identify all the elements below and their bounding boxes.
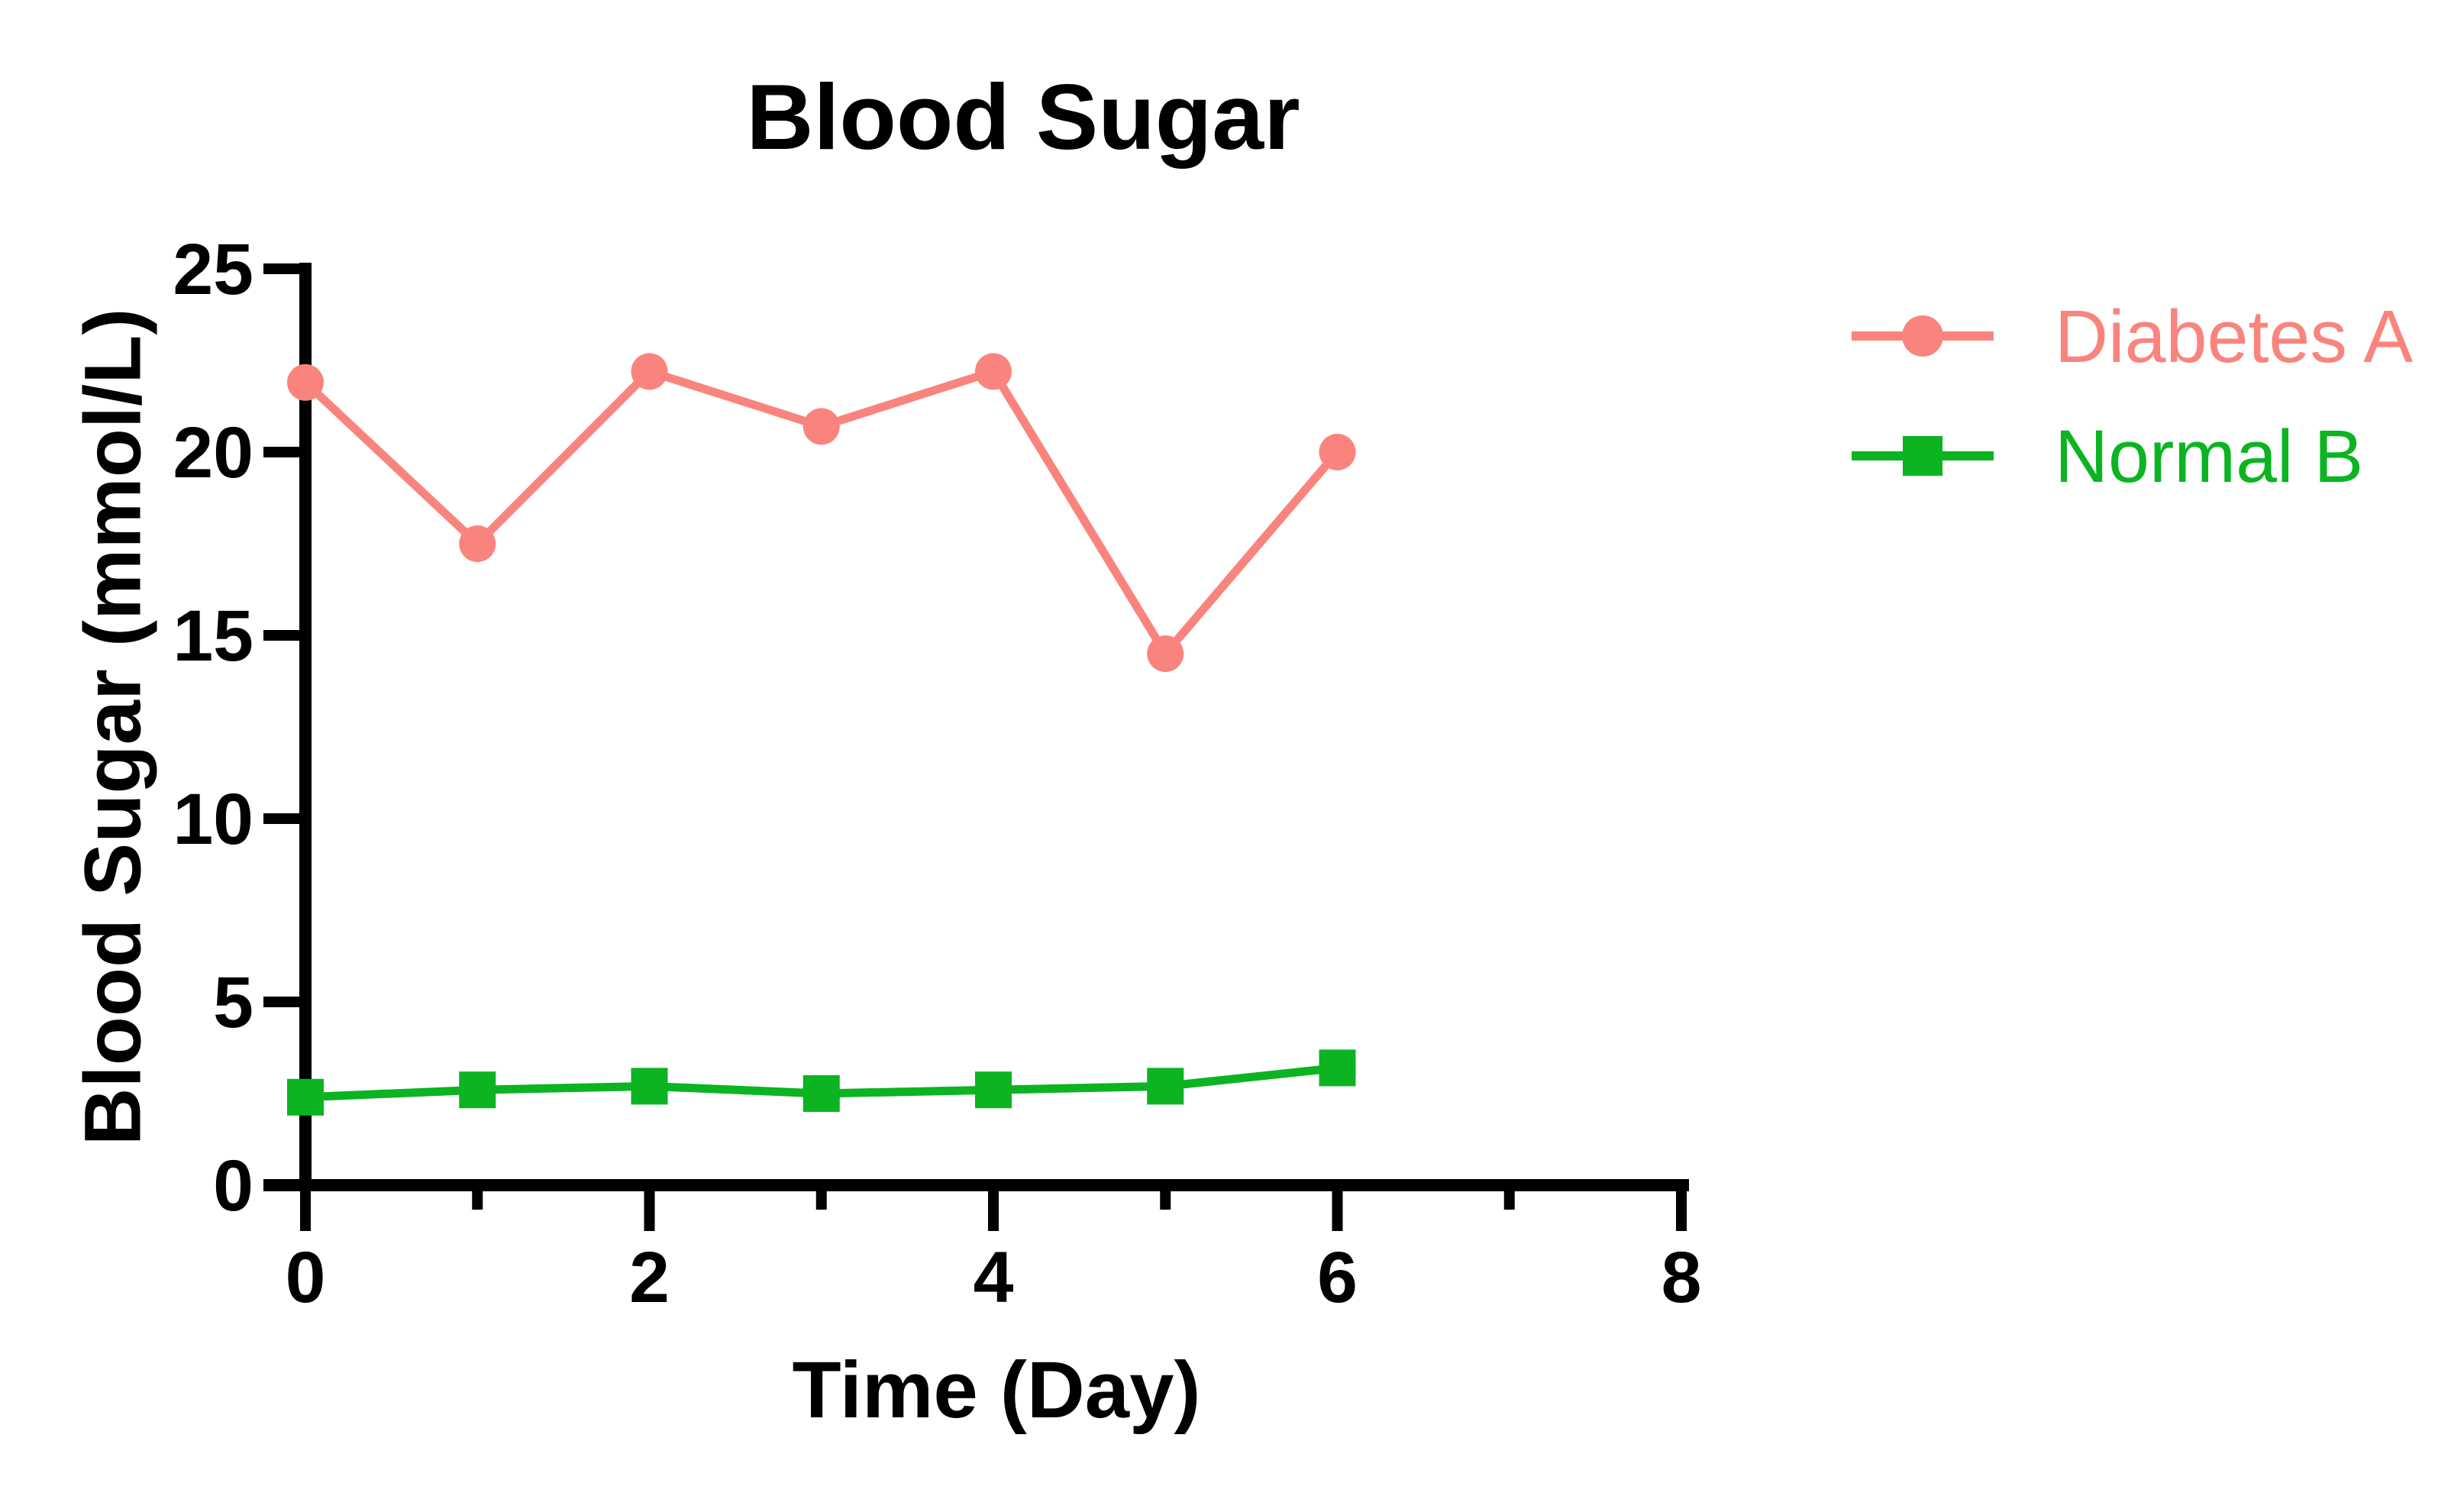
x-tick-label: 0 [286, 1237, 326, 1318]
data-point-diabetes-a[interactable] [459, 525, 496, 562]
y-tick-label: 20 [173, 412, 254, 493]
data-point-diabetes-a[interactable] [1319, 434, 1356, 470]
data-point-normal-b[interactable] [802, 1075, 840, 1112]
chart-title: Blood Sugar [746, 65, 1300, 169]
data-point-diabetes-a[interactable] [975, 353, 1012, 390]
data-point-normal-b[interactable] [1147, 1068, 1184, 1105]
legend-marker-diabetes-a [1902, 315, 1943, 357]
data-point-diabetes-a[interactable] [1147, 635, 1184, 672]
y-tick-label: 10 [173, 779, 254, 860]
legend-marker-normal-b [1903, 436, 1942, 476]
y-tick-label: 5 [213, 962, 254, 1043]
y-tick-label: 15 [173, 596, 254, 677]
data-point-diabetes-a[interactable] [802, 408, 840, 445]
legend-item-normal-b[interactable]: Normal B [1852, 414, 2413, 498]
legend-label-diabetes-a: Diabetes A [2055, 294, 2414, 378]
normal-b-series-marker-icon [1852, 436, 1994, 476]
x-tick-label: 4 [974, 1237, 1014, 1318]
data-point-diabetes-a[interactable] [287, 363, 324, 401]
data-point-normal-b[interactable] [459, 1071, 496, 1109]
x-tick-label: 2 [629, 1237, 670, 1318]
x-tick-label: 8 [1662, 1237, 1702, 1318]
data-point-diabetes-a[interactable] [631, 353, 668, 390]
data-point-normal-b[interactable] [287, 1078, 324, 1116]
y-tick-label: 25 [173, 229, 254, 310]
x-axis-title: Time (Day) [792, 1346, 1201, 1435]
data-point-normal-b[interactable] [631, 1068, 668, 1105]
data-point-normal-b[interactable] [975, 1071, 1012, 1109]
legend-item-diabetes-a[interactable]: Diabetes A [1852, 294, 2413, 378]
y-tick-label: 0 [213, 1145, 254, 1226]
x-tick-label: 6 [1317, 1237, 1358, 1318]
data-point-normal-b[interactable] [1319, 1049, 1356, 1087]
legend-label-normal-b: Normal B [2055, 414, 2364, 498]
legend: Diabetes A Normal B [1852, 294, 2413, 498]
diabetes-a-series-marker-icon [1852, 315, 1994, 357]
